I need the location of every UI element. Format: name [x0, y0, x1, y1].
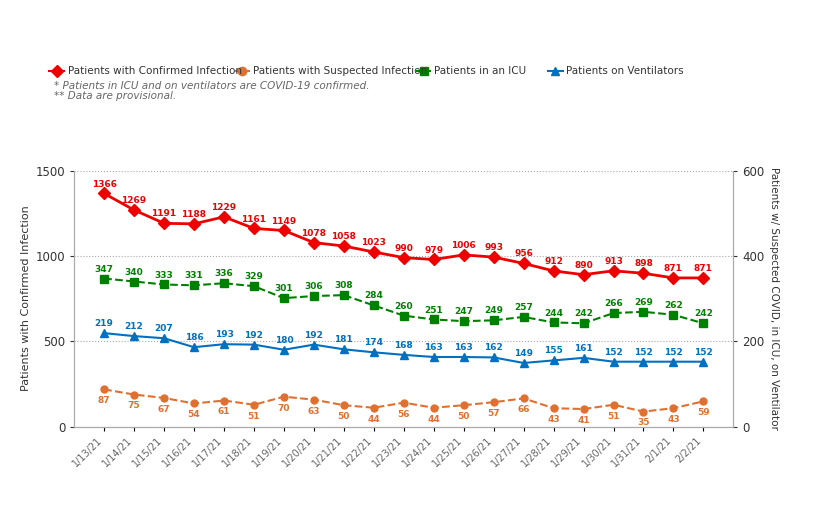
Text: 913: 913	[604, 257, 623, 266]
Text: 1023: 1023	[362, 238, 386, 247]
Text: 1269: 1269	[121, 196, 147, 205]
Text: 61: 61	[218, 407, 230, 416]
Text: 59: 59	[697, 408, 709, 417]
Text: 340: 340	[124, 268, 143, 277]
Text: 152: 152	[604, 348, 623, 357]
Text: 956: 956	[514, 250, 533, 258]
Text: 67: 67	[157, 405, 171, 414]
Text: 1191: 1191	[152, 209, 176, 218]
Text: 990: 990	[395, 244, 413, 253]
Text: 155: 155	[544, 346, 563, 356]
Text: 269: 269	[634, 298, 653, 307]
Text: 266: 266	[604, 299, 623, 308]
Text: 162: 162	[485, 343, 503, 353]
Text: 257: 257	[514, 303, 533, 312]
Text: 247: 247	[454, 307, 473, 316]
Text: 43: 43	[547, 415, 559, 424]
Text: 41: 41	[578, 416, 590, 425]
Text: 249: 249	[485, 307, 503, 315]
Text: 193: 193	[214, 330, 233, 339]
Text: COVID-19 Hospitalizations Reported by MS Hospitals, 1/13/21-2/2/21 *,**: COVID-19 Hospitalizations Reported by MS…	[21, 22, 620, 37]
Text: 347: 347	[95, 265, 114, 273]
Text: 43: 43	[667, 415, 680, 424]
Text: 1229: 1229	[212, 203, 236, 212]
Text: 56: 56	[397, 409, 410, 419]
Text: 163: 163	[424, 343, 443, 352]
Text: 161: 161	[574, 344, 593, 353]
Text: 44: 44	[368, 415, 380, 423]
Text: 336: 336	[214, 269, 233, 278]
Text: 890: 890	[574, 261, 593, 270]
Text: 1149: 1149	[271, 217, 297, 225]
Text: 242: 242	[694, 309, 713, 318]
Text: 44: 44	[428, 415, 440, 423]
Text: 87: 87	[98, 397, 110, 405]
Text: 301: 301	[274, 284, 293, 293]
Text: 333: 333	[155, 270, 173, 280]
Text: Patients with Confirmed Infection: Patients with Confirmed Infection	[68, 66, 241, 77]
Text: 242: 242	[574, 309, 593, 318]
Text: 871: 871	[694, 264, 713, 273]
Text: 260: 260	[395, 302, 413, 311]
Text: 306: 306	[305, 282, 323, 291]
Text: 912: 912	[544, 257, 563, 266]
Text: 329: 329	[245, 272, 264, 281]
Text: 993: 993	[485, 243, 503, 252]
Text: 50: 50	[457, 412, 470, 421]
Text: Patients with Suspected Infection: Patients with Suspected Infection	[253, 66, 427, 77]
Text: 152: 152	[664, 348, 683, 357]
Text: 308: 308	[335, 281, 353, 290]
Text: 186: 186	[185, 333, 204, 342]
Text: Patients in an ICU: Patients in an ICU	[434, 66, 527, 77]
Text: 51: 51	[248, 412, 260, 421]
Text: * Patients in ICU and on ventilators are COVID-19 confirmed.: * Patients in ICU and on ventilators are…	[54, 81, 369, 91]
Text: 331: 331	[185, 271, 204, 280]
Text: 262: 262	[664, 301, 683, 310]
Text: 192: 192	[245, 331, 264, 340]
Text: 152: 152	[694, 348, 713, 357]
Y-axis label: Patients w/ Suspected COVID, in ICU, on Ventilator: Patients w/ Suspected COVID, in ICU, on …	[769, 167, 779, 430]
Text: 284: 284	[364, 292, 383, 300]
Y-axis label: Patients with Confirmed Infection: Patients with Confirmed Infection	[21, 206, 31, 391]
Text: 898: 898	[634, 260, 653, 268]
Text: 1188: 1188	[181, 210, 207, 219]
Text: 212: 212	[124, 322, 143, 331]
Text: 871: 871	[664, 264, 683, 273]
Text: 979: 979	[424, 246, 443, 254]
Text: 192: 192	[304, 331, 323, 340]
Text: 152: 152	[634, 348, 653, 357]
Text: 168: 168	[395, 341, 413, 350]
Text: Patients on Ventilators: Patients on Ventilators	[566, 66, 684, 77]
Text: 35: 35	[637, 418, 649, 428]
Text: 244: 244	[544, 309, 563, 317]
Text: 54: 54	[188, 410, 200, 419]
Text: 50: 50	[338, 412, 350, 421]
Text: 163: 163	[454, 343, 473, 352]
Text: 1006: 1006	[452, 241, 476, 250]
Text: 181: 181	[335, 336, 353, 344]
Text: 180: 180	[274, 336, 293, 345]
Text: ** Data are provisional.: ** Data are provisional.	[54, 92, 176, 101]
Text: 1161: 1161	[241, 215, 266, 223]
Text: 1366: 1366	[91, 179, 117, 189]
Text: 1058: 1058	[331, 232, 356, 241]
Text: 1078: 1078	[302, 229, 326, 238]
Text: 251: 251	[424, 306, 443, 314]
Text: 219: 219	[95, 319, 114, 328]
Text: 63: 63	[307, 406, 320, 416]
Text: 57: 57	[487, 409, 500, 418]
Text: 174: 174	[364, 338, 383, 347]
Text: 75: 75	[128, 401, 140, 410]
Text: 51: 51	[607, 412, 620, 421]
Text: 149: 149	[514, 349, 533, 358]
Text: 70: 70	[278, 404, 290, 413]
Text: 207: 207	[155, 324, 173, 333]
Text: 66: 66	[517, 405, 530, 414]
